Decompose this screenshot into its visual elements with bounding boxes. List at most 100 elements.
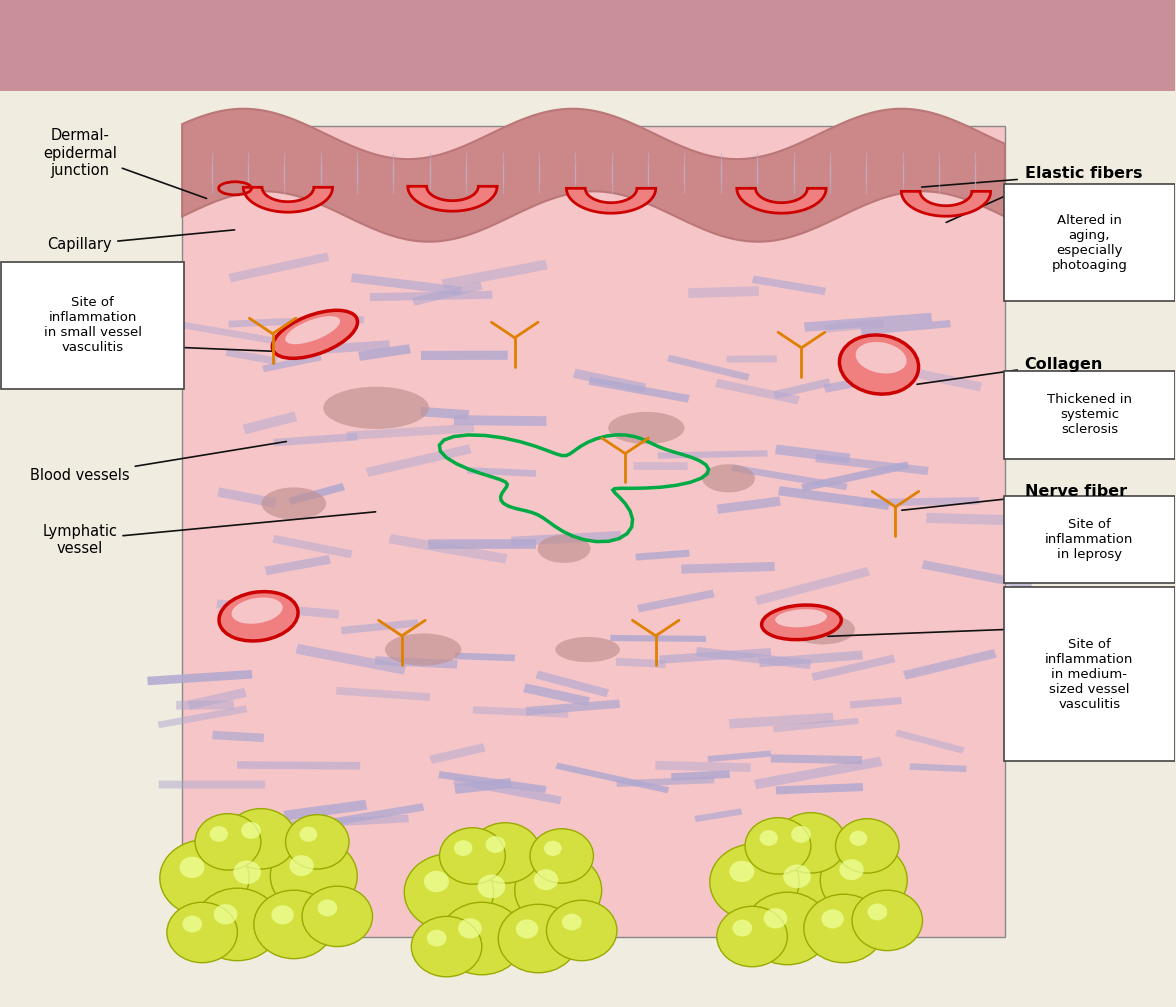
- Polygon shape: [439, 771, 547, 794]
- Circle shape: [286, 815, 349, 869]
- Polygon shape: [610, 635, 706, 642]
- Polygon shape: [147, 670, 253, 686]
- Polygon shape: [158, 706, 247, 728]
- Polygon shape: [773, 379, 831, 399]
- Polygon shape: [909, 763, 967, 772]
- Circle shape: [547, 900, 617, 961]
- Ellipse shape: [219, 591, 298, 641]
- Ellipse shape: [323, 387, 429, 429]
- Polygon shape: [555, 762, 669, 794]
- Circle shape: [459, 918, 482, 939]
- Circle shape: [851, 890, 922, 951]
- Polygon shape: [412, 282, 483, 306]
- Polygon shape: [901, 191, 990, 217]
- Circle shape: [318, 899, 338, 916]
- Ellipse shape: [775, 609, 827, 627]
- FancyBboxPatch shape: [1003, 496, 1175, 583]
- Polygon shape: [737, 188, 826, 213]
- Circle shape: [530, 829, 594, 883]
- Polygon shape: [695, 646, 811, 670]
- FancyBboxPatch shape: [182, 126, 1004, 937]
- Polygon shape: [903, 650, 997, 680]
- Circle shape: [195, 814, 261, 870]
- Polygon shape: [811, 655, 896, 681]
- Polygon shape: [295, 643, 406, 675]
- Circle shape: [763, 908, 788, 928]
- Polygon shape: [751, 276, 826, 295]
- Circle shape: [209, 826, 228, 842]
- Circle shape: [499, 904, 579, 973]
- Circle shape: [516, 919, 539, 939]
- Polygon shape: [242, 412, 298, 434]
- Text: Blood vessels: Blood vessels: [31, 441, 286, 482]
- Polygon shape: [779, 486, 890, 510]
- Circle shape: [180, 857, 205, 878]
- Circle shape: [729, 861, 755, 882]
- Text: Nerve fiber: Nerve fiber: [1024, 484, 1127, 498]
- Text: Altered in
aging,
especially
photoaging: Altered in aging, especially photoaging: [1051, 213, 1128, 272]
- Circle shape: [456, 856, 555, 941]
- Polygon shape: [681, 562, 775, 574]
- Circle shape: [760, 830, 779, 846]
- Circle shape: [762, 846, 860, 930]
- Polygon shape: [526, 700, 620, 715]
- Circle shape: [804, 894, 883, 963]
- Circle shape: [515, 853, 602, 927]
- Polygon shape: [927, 513, 1042, 526]
- Polygon shape: [895, 729, 964, 754]
- Polygon shape: [350, 273, 462, 296]
- Circle shape: [821, 909, 843, 928]
- Circle shape: [289, 855, 314, 876]
- Polygon shape: [216, 599, 339, 618]
- Polygon shape: [473, 706, 568, 718]
- Polygon shape: [280, 340, 390, 356]
- Circle shape: [423, 871, 449, 892]
- Polygon shape: [667, 354, 750, 381]
- Polygon shape: [694, 809, 742, 822]
- FancyBboxPatch shape: [1003, 184, 1175, 301]
- Polygon shape: [176, 701, 234, 710]
- Polygon shape: [729, 713, 834, 729]
- Ellipse shape: [840, 335, 918, 394]
- Circle shape: [440, 902, 524, 975]
- Circle shape: [544, 841, 562, 856]
- Polygon shape: [660, 648, 771, 664]
- Circle shape: [160, 840, 249, 916]
- Text: Site of
inflammation
in medium-
sized vessel
vasculitis: Site of inflammation in medium- sized ve…: [1045, 638, 1134, 711]
- Polygon shape: [573, 369, 647, 393]
- Text: Capillary: Capillary: [47, 230, 235, 252]
- Text: Thickened in
systemic
sclerosis: Thickened in systemic sclerosis: [1047, 394, 1131, 436]
- Circle shape: [440, 828, 506, 884]
- Polygon shape: [182, 109, 1004, 242]
- Circle shape: [167, 902, 238, 963]
- Ellipse shape: [286, 316, 340, 344]
- FancyBboxPatch shape: [1003, 587, 1175, 761]
- Polygon shape: [375, 657, 457, 669]
- Polygon shape: [535, 671, 609, 697]
- Text: Elastic fibers: Elastic fibers: [1024, 166, 1142, 180]
- Ellipse shape: [385, 633, 461, 666]
- Polygon shape: [218, 487, 278, 508]
- Ellipse shape: [608, 412, 684, 444]
- Polygon shape: [346, 424, 474, 440]
- Circle shape: [791, 826, 811, 843]
- Polygon shape: [759, 651, 863, 668]
- Ellipse shape: [273, 310, 358, 358]
- Polygon shape: [567, 188, 656, 213]
- Polygon shape: [455, 653, 515, 662]
- Polygon shape: [187, 688, 247, 710]
- FancyBboxPatch shape: [0, 0, 1175, 91]
- Polygon shape: [731, 464, 848, 490]
- Polygon shape: [313, 316, 363, 323]
- Circle shape: [300, 827, 318, 842]
- Polygon shape: [236, 761, 360, 769]
- Polygon shape: [370, 291, 493, 301]
- Polygon shape: [637, 590, 715, 612]
- Polygon shape: [657, 450, 768, 459]
- Polygon shape: [523, 684, 590, 706]
- Polygon shape: [283, 800, 367, 821]
- Polygon shape: [467, 467, 536, 476]
- Polygon shape: [212, 731, 265, 742]
- Ellipse shape: [762, 605, 841, 639]
- Polygon shape: [429, 743, 486, 764]
